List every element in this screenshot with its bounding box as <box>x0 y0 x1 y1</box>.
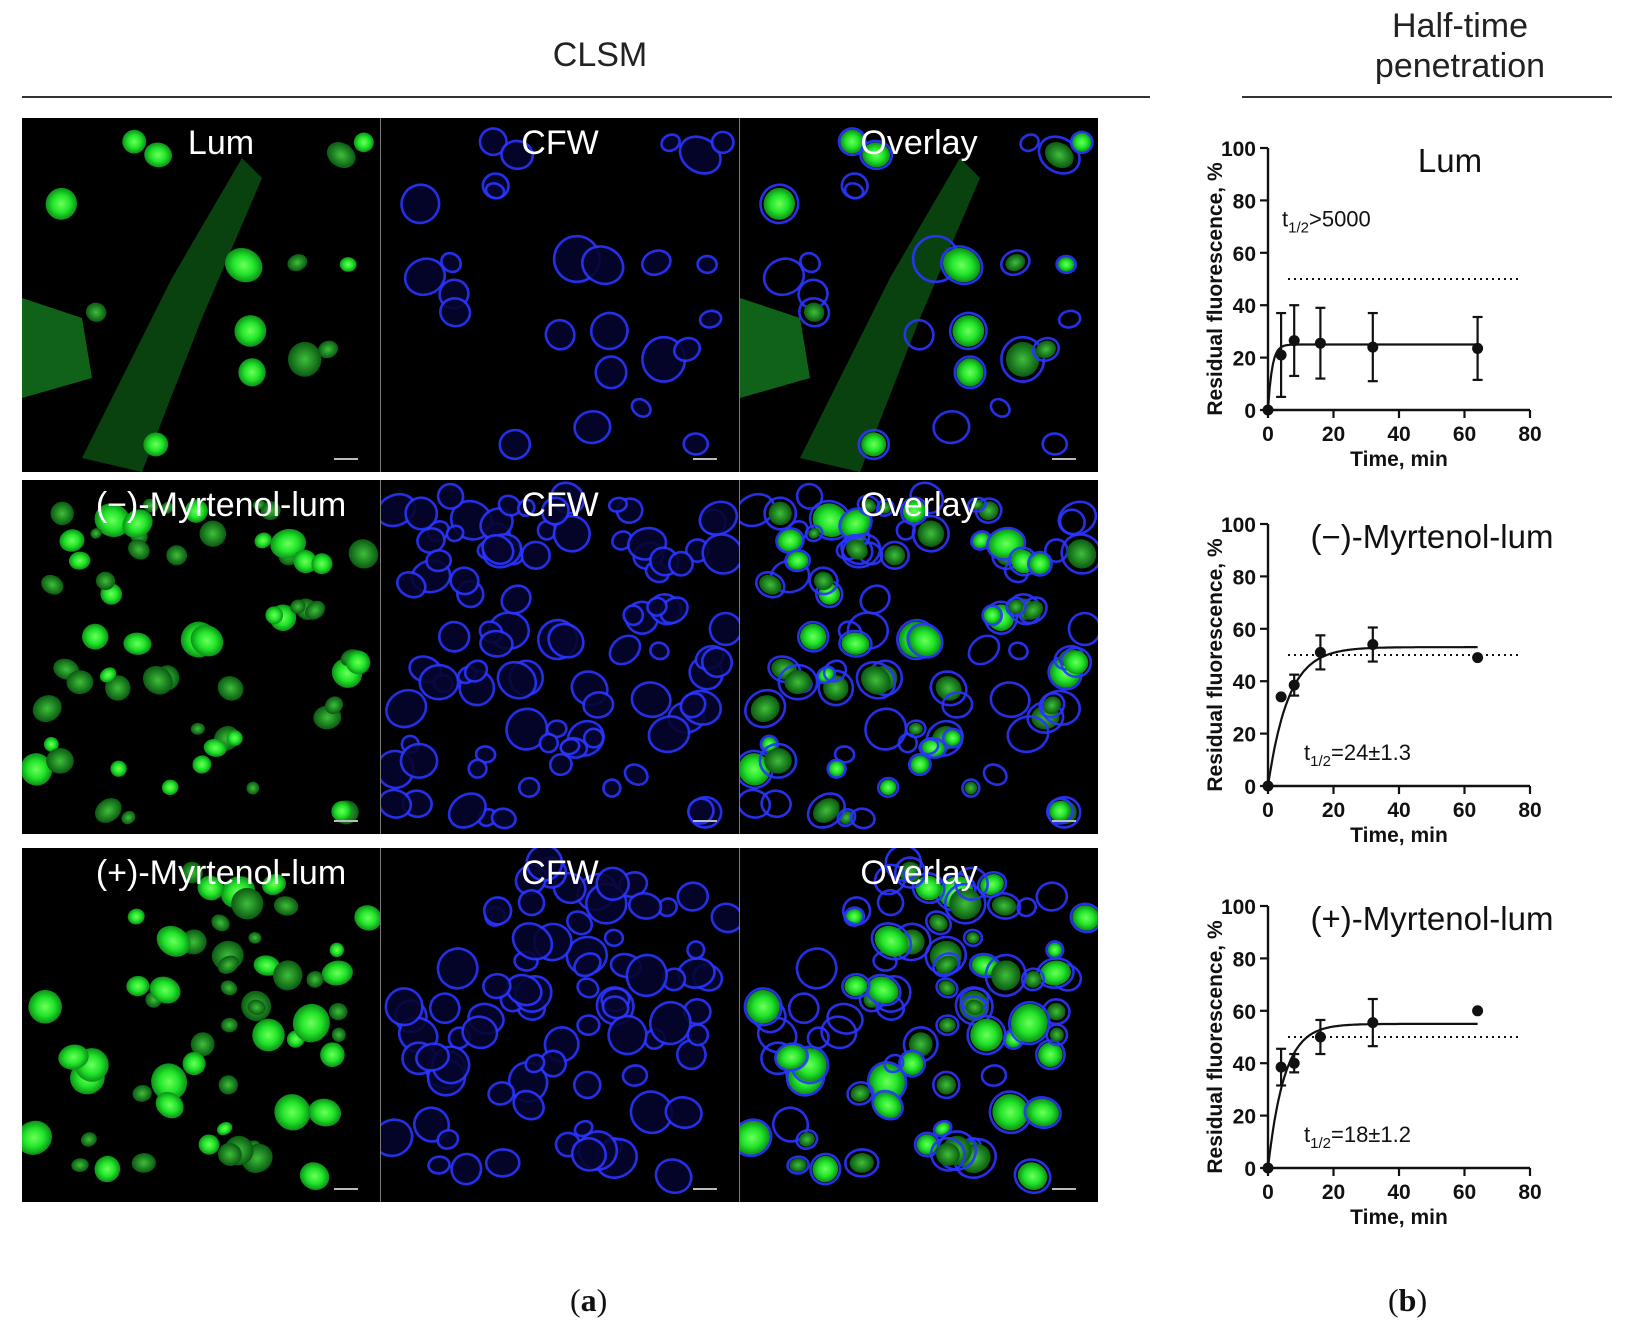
x-tick-label: 60 <box>1453 799 1476 822</box>
fit-curve <box>1266 646 1478 787</box>
half-time-annotation: t1/2>5000 <box>1282 207 1371 237</box>
micrograph-canvas: Lum CFW Overlay (−)-Myrtenol-lum CFW Overlay (… <box>22 118 1098 1202</box>
x-tick-label: 80 <box>1518 1181 1541 1204</box>
y-tick-label: 40 <box>1233 1053 1256 1076</box>
data-point <box>1367 1017 1379 1029</box>
x-tick-label: 40 <box>1387 423 1410 446</box>
micrograph-label-r0-c1: CFW <box>521 124 598 162</box>
subfigure-label-a: (a) <box>570 1282 608 1318</box>
chart-title: Lum <box>1418 142 1482 179</box>
chart-plus-myrtenol: 0 20 40 60 80 100 0 20 40 60 80 Time, min Residual f… <box>1204 896 1554 1229</box>
y-tick-label: 80 <box>1233 948 1256 971</box>
data-point <box>1314 337 1326 349</box>
data-point <box>1472 342 1484 354</box>
data-point <box>1288 679 1300 691</box>
micrograph-panel-r1-c1 <box>381 480 739 834</box>
y-axis-label: Residual fluorescence, % <box>1204 162 1227 416</box>
y-axis-label: Residual fluorescence, % <box>1204 920 1227 1174</box>
data-point <box>1288 335 1300 347</box>
half-time-header-line2: penetration <box>1374 47 1546 85</box>
micrograph-label-r1-c0: (−)-Myrtenol-lum <box>96 486 346 524</box>
data-point <box>1314 646 1326 658</box>
micrograph-panel-r1-c2 <box>740 480 1098 834</box>
chart-title: (+)-Myrtenol-lum <box>1311 900 1554 937</box>
y-tick-label: 80 <box>1233 566 1256 589</box>
y-axis-label: Residual fluorescence, % <box>1204 538 1227 792</box>
clsm-header-rule <box>22 96 1150 98</box>
x-tick-label: 20 <box>1322 1181 1345 1204</box>
micrograph-label-r2-c1: CFW <box>521 854 598 892</box>
data-point <box>1314 1031 1326 1043</box>
x-tick-label: 80 <box>1518 423 1541 446</box>
half-time-header-line1: Half-time <box>1391 7 1529 45</box>
y-tick-label: 20 <box>1233 724 1256 747</box>
micrograph-grid: Lum CFW Overlay (−)-Myrtenol-lum CFW Overlay (… <box>22 118 1148 1258</box>
y-tick-label: 60 <box>1233 619 1256 642</box>
x-tick-label: 0 <box>1262 1181 1274 1204</box>
half-time-header: Half-time penetration <box>1300 6 1620 86</box>
clsm-header: CLSM <box>552 36 648 74</box>
x-tick-label: 0 <box>1262 799 1274 822</box>
x-axis-label: Time, min <box>1350 824 1448 847</box>
micrograph-label-r2-c2: Overlay <box>860 854 977 892</box>
micrograph-panel-r2-c1 <box>381 848 739 1202</box>
y-tick-label: 80 <box>1233 190 1256 213</box>
x-axis-label: Time, min <box>1350 448 1448 471</box>
micrograph-panel-r0-c1 <box>381 118 739 472</box>
micrograph-panel-r1-c0 <box>22 480 380 834</box>
y-tick-label: 100 <box>1221 138 1256 161</box>
chart-lum: 0 20 40 60 80 100 0 20 40 60 80 Time, min Residual f… <box>1204 138 1542 471</box>
data-point <box>1262 1162 1274 1174</box>
data-point <box>1367 639 1379 651</box>
x-axis-label: Time, min <box>1350 1206 1448 1229</box>
micrograph-label-r0-c0: Lum <box>188 124 254 162</box>
x-tick-label: 0 <box>1262 423 1274 446</box>
x-tick-label: 60 <box>1453 1181 1476 1204</box>
x-tick-label: 40 <box>1387 1181 1410 1204</box>
chart-title: (−)-Myrtenol-lum <box>1311 518 1554 555</box>
x-tick-label: 80 <box>1518 799 1541 822</box>
data-point <box>1275 349 1287 361</box>
data-point <box>1288 1057 1300 1069</box>
data-point <box>1275 691 1287 703</box>
micrograph-label-r1-c1: CFW <box>521 486 598 524</box>
micrograph-panel-r2-c2 <box>740 848 1098 1202</box>
y-tick-label: 100 <box>1221 514 1256 537</box>
micrograph-label-r1-c2: Overlay <box>860 486 977 524</box>
subfigure-label-b: (b) <box>1388 1282 1428 1318</box>
data-point <box>1472 1005 1484 1017</box>
y-tick-label: 60 <box>1233 1001 1256 1024</box>
half-time-header-rule <box>1242 96 1612 98</box>
data-point <box>1262 404 1274 416</box>
y-tick-label: 100 <box>1221 896 1256 919</box>
y-tick-label: 0 <box>1244 1158 1256 1181</box>
chart-minus-myrtenol: 0 20 40 60 80 100 0 20 40 60 80 Time, min Residual f… <box>1204 514 1554 847</box>
x-tick-label: 20 <box>1322 799 1345 822</box>
data-point <box>1367 341 1379 353</box>
x-tick-label: 20 <box>1322 423 1345 446</box>
y-tick-label: 60 <box>1233 243 1256 266</box>
x-tick-label: 60 <box>1453 423 1476 446</box>
micrograph-panel-r0-c2 <box>740 118 1098 472</box>
micrograph-panel-r2-c0 <box>22 848 380 1202</box>
half-time-annotation: t1/2=24±1.3 <box>1304 740 1411 770</box>
x-tick-label: 40 <box>1387 799 1410 822</box>
y-tick-label: 0 <box>1244 776 1256 799</box>
data-point <box>1275 1061 1287 1073</box>
y-tick-label: 20 <box>1233 348 1256 371</box>
y-tick-label: 40 <box>1233 295 1256 318</box>
y-tick-label: 20 <box>1233 1106 1256 1129</box>
data-point <box>1472 652 1484 664</box>
micrograph-panel-r0-c0 <box>22 118 380 472</box>
y-tick-label: 0 <box>1244 400 1256 423</box>
micrograph-label-r2-c0: (+)-Myrtenol-lum <box>96 854 346 892</box>
data-point <box>1262 780 1274 792</box>
micrograph-label-r0-c2: Overlay <box>860 124 977 162</box>
half-time-annotation: t1/2=18±1.2 <box>1304 1122 1411 1152</box>
y-tick-label: 40 <box>1233 671 1256 694</box>
